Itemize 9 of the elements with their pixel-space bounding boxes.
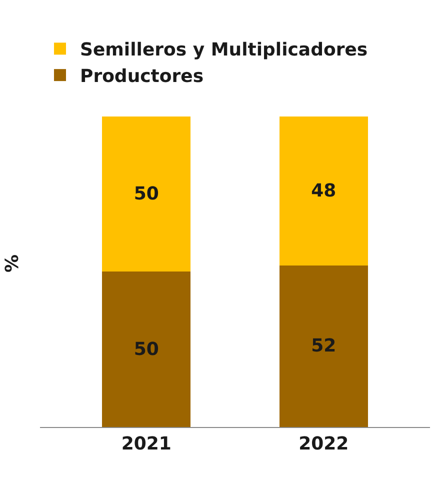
legend-label: Semilleros y Multiplicadores — [80, 40, 368, 61]
x-tick-label: 2021 — [121, 434, 172, 455]
data-label: 50 — [134, 184, 159, 205]
x-tick-label: 2022 — [298, 434, 349, 455]
legend-label: Productores — [80, 66, 204, 88]
data-label: 48 — [311, 180, 336, 202]
data-label: 52 — [311, 336, 336, 357]
data-label: 50 — [134, 338, 159, 360]
y-axis-title: % — [2, 254, 24, 273]
